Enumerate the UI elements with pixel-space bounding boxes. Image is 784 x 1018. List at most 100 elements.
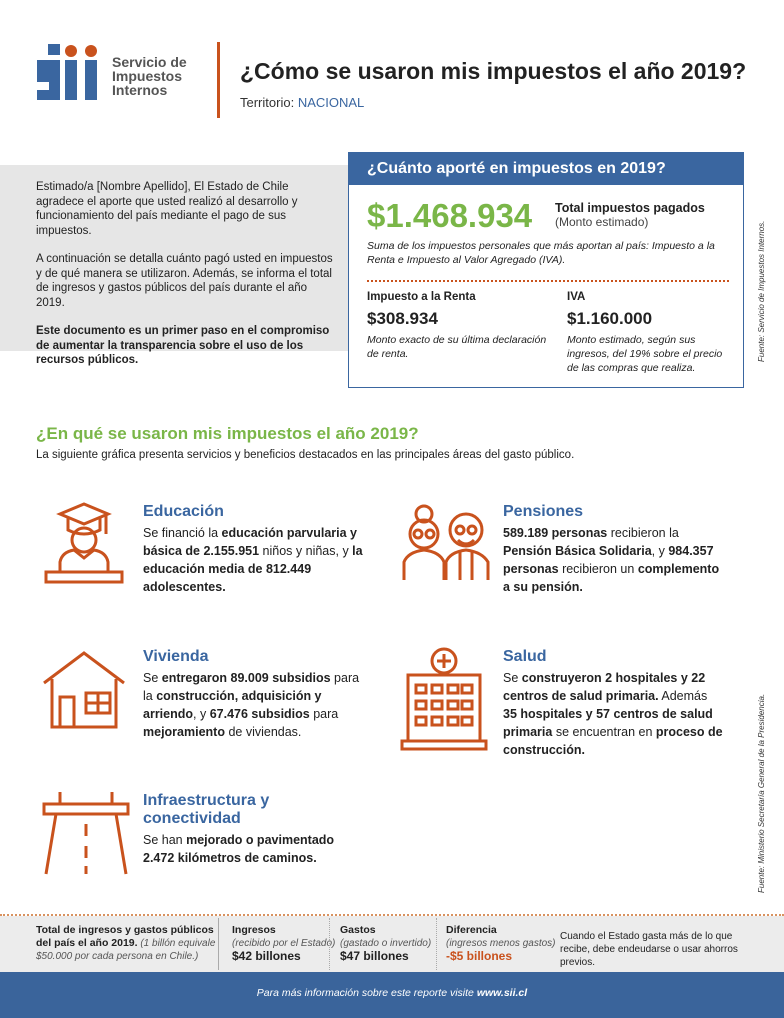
t: Se financió la (143, 526, 222, 540)
label: Gastos (340, 924, 376, 936)
item-text: Se han mejorado o pavimentado 2.472 kiló… (143, 831, 363, 867)
house-icon (43, 651, 125, 729)
iva-note: Monto estimado, según sus ingresos, del … (567, 334, 723, 374)
b: construcción, adquisición y arriendo (143, 689, 322, 721)
sii-link[interactable]: www.sii.cl (476, 987, 528, 999)
note: (gastado o invertido) (340, 938, 432, 949)
label: Ingresos (232, 924, 276, 936)
item-pensiones: Pensiones 589.189 personas recibieron la… (503, 503, 723, 596)
dotted-divider (0, 914, 784, 916)
sii-logo (37, 44, 97, 100)
t: de viviendas. (224, 725, 302, 739)
summary: Suma de los impuestos personales que más… (367, 240, 715, 266)
road-icon (42, 792, 130, 875)
separator (436, 918, 437, 970)
b: proceso de construcción. (503, 725, 723, 757)
footer-diferencia: Diferencia (ingresos menos gastos) -$5 bil… (446, 924, 556, 964)
hospital-icon (400, 647, 488, 751)
label: Diferencia (446, 924, 497, 936)
item-salud: Salud Se construyeron 2 hospitales y 22 … (503, 648, 723, 759)
graduate-icon (44, 502, 124, 584)
note: (recibido por el Estado) (232, 938, 336, 949)
item-title: Vivienda (143, 648, 209, 665)
elderly-couple-icon (402, 504, 490, 580)
item-vivienda: Vivienda Se entregaron 89.009 subsidios … (143, 648, 363, 741)
item-title: Pensiones (503, 503, 584, 520)
t: niños y niñas, y (259, 544, 353, 558)
renta-label: Impuesto a la Renta (367, 291, 476, 303)
total-label-text: Total impuestos pagados (555, 201, 705, 215)
divider (217, 42, 220, 118)
territory: Territorio: NACIONAL (240, 95, 364, 110)
section-source: Fuente: Ministerio Secretaría General de… (757, 693, 766, 893)
item-educacion: Educación Se financió la educación parvu… (143, 503, 363, 596)
section-subtitle: La siguiente gráfica presenta servicios … (36, 449, 575, 461)
value: $47 billones (340, 949, 409, 963)
intro-p3: Este documento es un primer paso en el c… (36, 325, 330, 366)
t: para (309, 707, 339, 721)
b: 984.357 personas (503, 544, 714, 576)
b: Pensión Básica Solidaria (503, 544, 652, 558)
box-title: ¿Cuánto aporté en impuestos en 2019? (349, 153, 743, 185)
footer-gastos: Gastos (gastado o invertido) $47 billones (340, 924, 431, 964)
territory-value: NACIONAL (297, 95, 365, 110)
t: recibieron un (558, 562, 638, 576)
renta-note: Monto exacto de su última declaración de… (367, 334, 547, 360)
b: educación parvularia y básica de 2.155.9… (143, 526, 358, 558)
total-amount: $1.468.934 (367, 197, 533, 234)
section-title: ¿En qué se usaron mis impuestos el año 2… (36, 424, 419, 443)
t: Se (143, 671, 162, 685)
footer-ingresos: Ingresos (recibido por el Estado) $42 bill… (232, 924, 335, 964)
t: , y (651, 544, 669, 558)
intro-text: Estimado/a [Nombre Apellido], El Estado … (36, 180, 336, 382)
value: $42 billones (232, 949, 301, 963)
b: construyeron 2 hospitales y 22 centros d… (503, 671, 706, 703)
b: 589.189 personas (503, 526, 608, 540)
b: la educación media de 812.449 adolescent… (143, 544, 363, 594)
total-title: Total de ingresos y gastos públicos del … (36, 924, 214, 949)
item-title: Salud (503, 648, 547, 665)
separator (329, 918, 330, 970)
item-text: 589.189 personas recibieron la Pensión B… (503, 524, 723, 596)
item-title: Infraestructura y conectividad (143, 792, 270, 827)
total-note: (Monto estimado) (555, 215, 649, 229)
item-text: Se construyeron 2 hospitales y 22 centro… (503, 669, 723, 759)
b: complemento a su pensión. (503, 562, 720, 594)
logo-line: Impuestos (112, 68, 183, 84)
t: Además (658, 689, 708, 703)
iva-value: $1.160.000 (567, 309, 653, 328)
total-note: (1 billón equivale $50.000 por cada pers… (36, 938, 216, 962)
value: -$5 billones (446, 949, 513, 963)
logo-line: Internos (112, 82, 168, 98)
separator (218, 918, 219, 970)
renta-col: Impuesto a la Renta $308.934 Monto exact… (367, 291, 547, 361)
t: Se (503, 671, 522, 685)
iva-col: IVA $1.160.000 Monto estimado, según sus… (567, 291, 727, 375)
total-label: Total impuestos pagados (Monto estimado) (555, 201, 705, 229)
t: se encuentran en (552, 725, 656, 739)
t: para la (143, 671, 360, 703)
logo-text: Servicio de Impuestos Internos (112, 55, 187, 97)
b: 35 hospitales y 57 centros de salud prim… (503, 707, 713, 739)
footer-bar: Para más información sobre este reporte … (0, 972, 784, 1018)
intro-p2: A continuación se detalla cuánto pagó us… (36, 253, 333, 309)
item-infraestructura: Infraestructura y conectividad Se han me… (143, 792, 363, 867)
territory-label: Territorio: (240, 95, 295, 110)
page-title: ¿Cómo se usaron mis impuestos el año 201… (240, 58, 747, 84)
footer-summary (0, 916, 784, 972)
footer-total: Total de ingresos y gastos públicos del … (36, 924, 216, 963)
t: , y (193, 707, 210, 721)
b: entregaron 89.009 subsidios (161, 671, 331, 685)
item-title: Educación (143, 503, 224, 520)
contribution-box: ¿Cuánto aporté en impuestos en 2019? $1.… (348, 152, 744, 388)
note: (ingresos menos gastos) (446, 938, 556, 949)
iva-label: IVA (567, 291, 586, 303)
t: Se han (143, 833, 187, 847)
renta-value: $308.934 (367, 309, 438, 328)
t: recibieron la (607, 526, 679, 540)
b: mejorado o pavimentado 2.472 kilómetros … (143, 833, 335, 865)
item-text: Se financió la educación parvularia y bá… (143, 524, 363, 596)
b: mejoramiento (143, 725, 225, 739)
dotted-divider (367, 280, 729, 282)
item-text: Se entregaron 89.009 subsidios para la c… (143, 669, 363, 741)
